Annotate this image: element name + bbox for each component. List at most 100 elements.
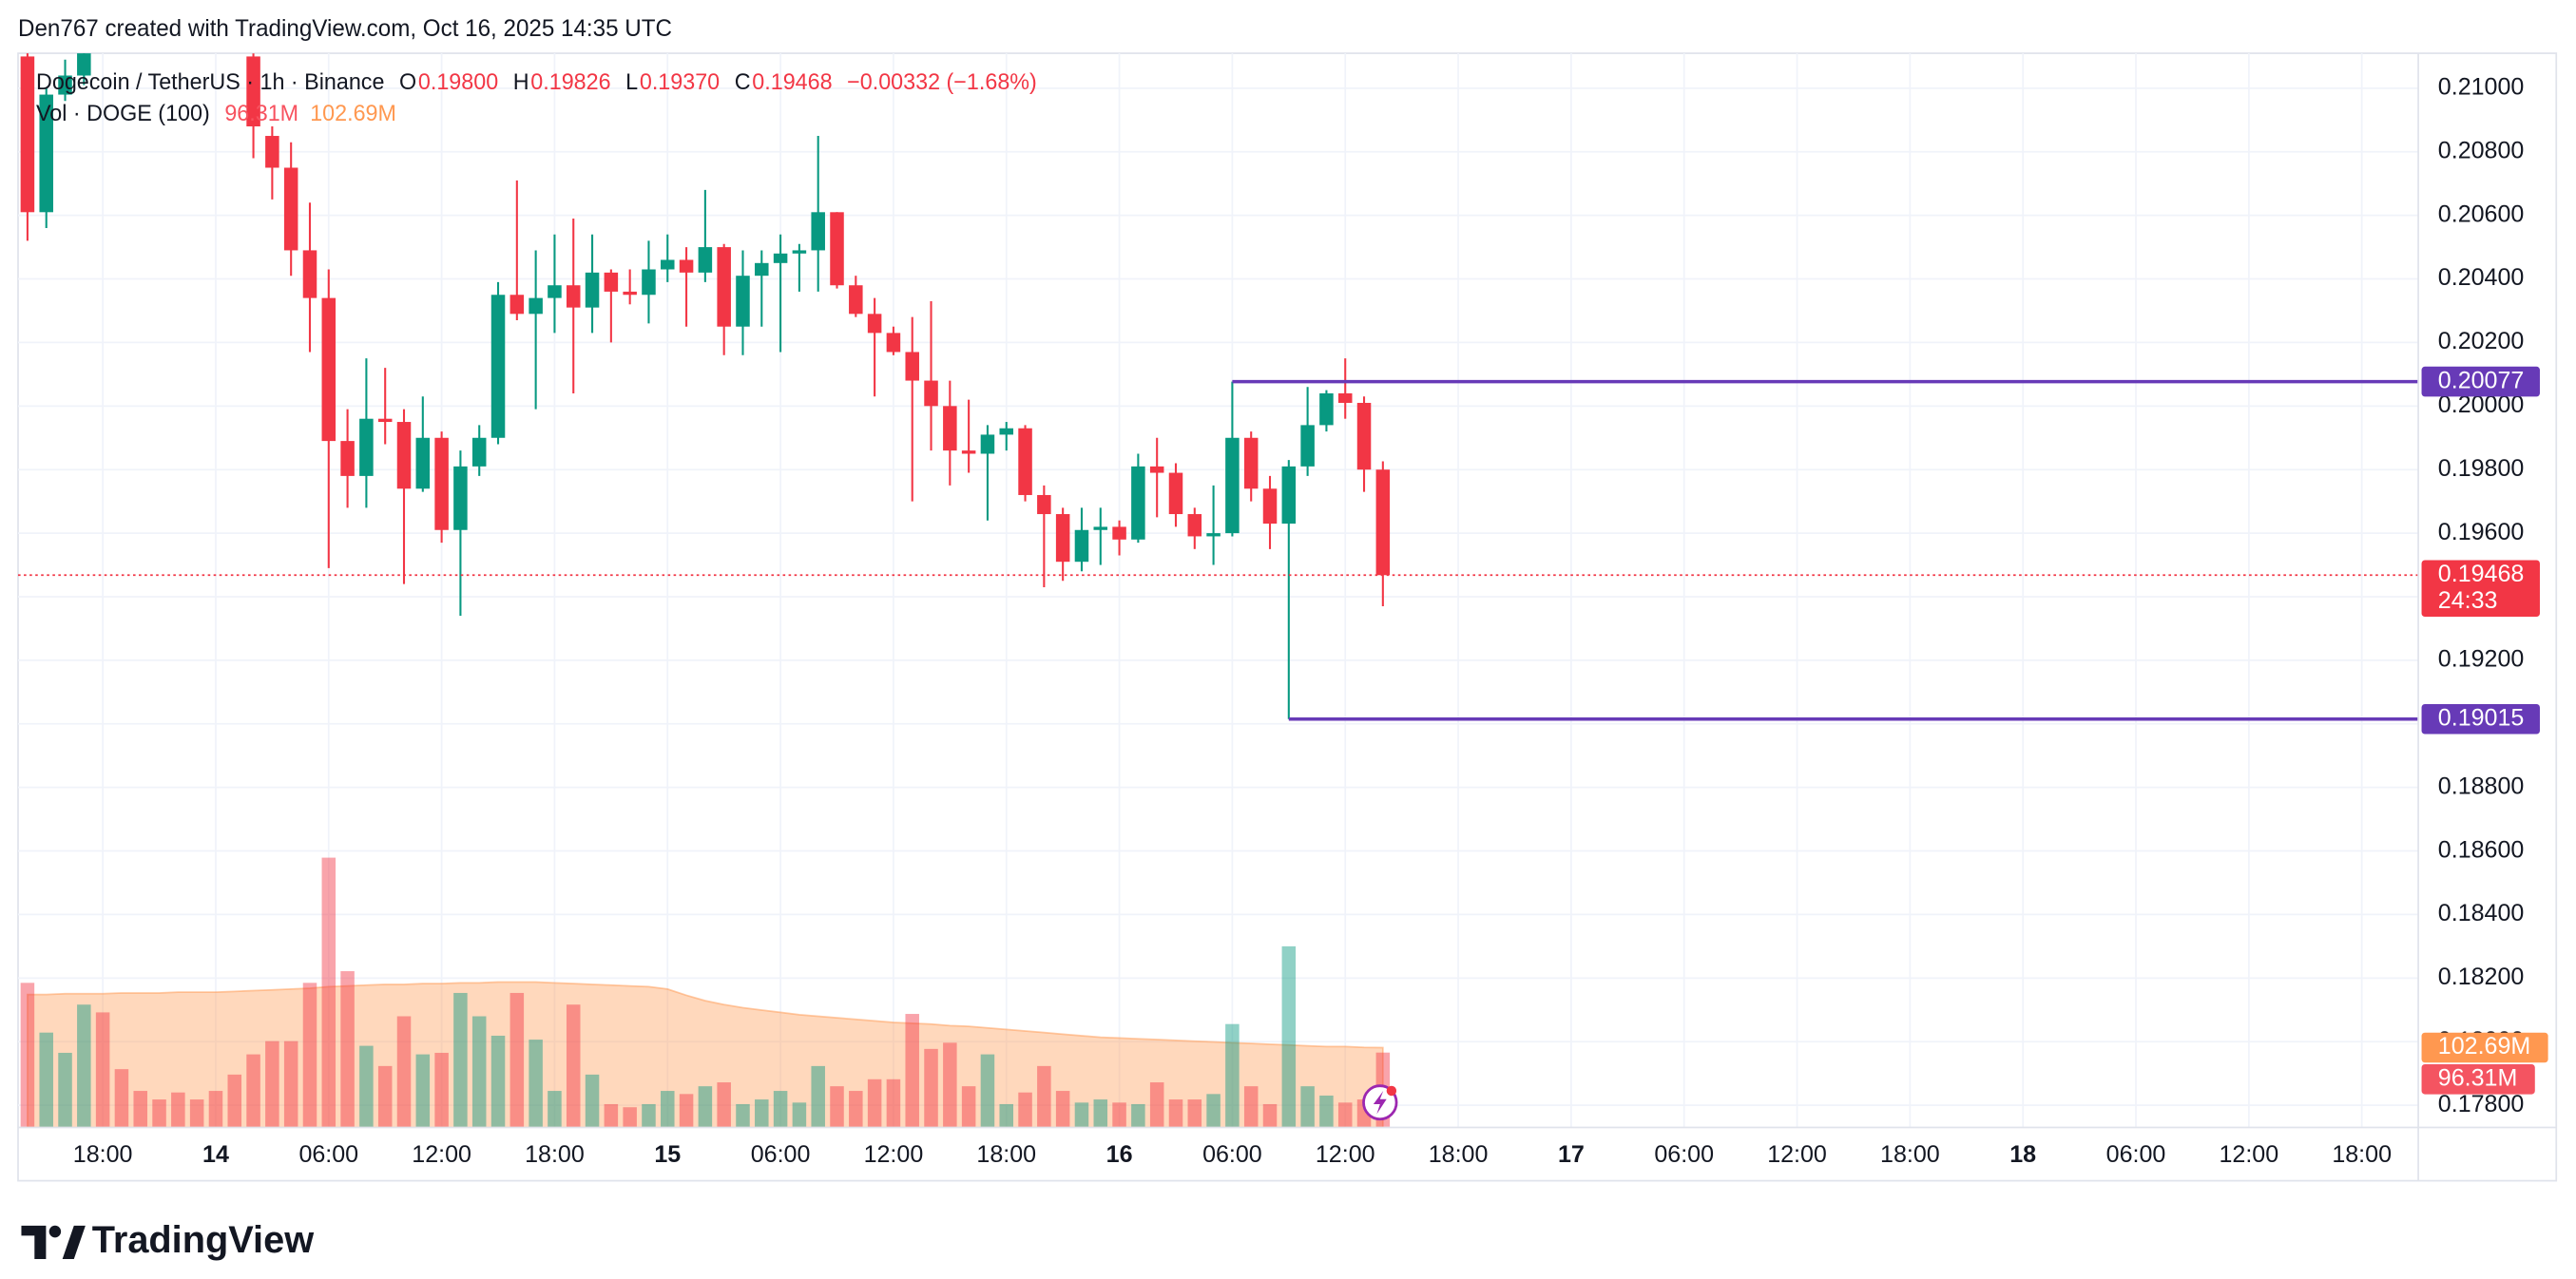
- y-tick-label: 0.20800: [2438, 137, 2525, 163]
- candle-body: [698, 247, 713, 273]
- candle-body: [434, 437, 449, 530]
- candle-body: [471, 437, 487, 467]
- x-tick-label: 18:00: [1880, 1141, 1940, 1168]
- candle-body: [39, 94, 53, 213]
- volume-bar: [1206, 1094, 1221, 1128]
- candle-body: [529, 297, 543, 315]
- level-price-label: 0.19015: [2438, 704, 2525, 731]
- candle-body: [1225, 437, 1240, 534]
- legend-volume-ma: 102.69M: [310, 101, 396, 125]
- candle-body: [792, 250, 807, 254]
- x-tick-label: 06:00: [751, 1141, 811, 1168]
- volume-bar: [95, 1012, 110, 1128]
- volume-bar: [434, 1052, 449, 1128]
- legend-title: Dogecoin / TetherUS · 1h · Binance: [36, 69, 384, 94]
- plot-area: [18, 53, 2419, 1128]
- volume-bar: [77, 1004, 91, 1128]
- candle-body: [1037, 494, 1051, 515]
- candle-body: [830, 212, 844, 286]
- candle-body: [1300, 425, 1315, 467]
- volume-bar: [1093, 1099, 1108, 1128]
- candle-body: [999, 428, 1014, 435]
- candle-body: [811, 212, 825, 251]
- x-tick-label: 18:00: [1429, 1141, 1489, 1168]
- x-tick-label: 16: [1106, 1141, 1133, 1168]
- legend-value: 0.19468: [752, 69, 832, 94]
- candle-body: [679, 259, 694, 273]
- x-tick-label: 06:00: [298, 1141, 358, 1168]
- candle-body: [548, 285, 562, 298]
- candle-body: [415, 437, 431, 489]
- candle-body: [77, 53, 91, 76]
- candle-body: [623, 291, 637, 296]
- x-tick-label: 17: [1558, 1141, 1585, 1168]
- y-tick-label: 0.18800: [2438, 773, 2525, 799]
- candle-body: [490, 295, 506, 438]
- candle-body: [1187, 514, 1202, 537]
- x-tick-label: 18:00: [525, 1141, 585, 1168]
- y-tick-label: 0.18200: [2438, 964, 2525, 990]
- volume-bar: [943, 1042, 957, 1128]
- volume-bar: [585, 1074, 600, 1128]
- candle-body: [265, 136, 279, 168]
- candle-body: [585, 272, 600, 308]
- volume-ma-area: [27, 981, 1384, 1128]
- candle-body: [20, 56, 35, 213]
- candle-body: [1243, 437, 1259, 489]
- volume-bar: [1187, 1099, 1202, 1128]
- last-price-box: [2421, 560, 2540, 618]
- candle-body: [867, 314, 882, 334]
- volume-bar: [679, 1094, 694, 1128]
- candle-body: [1356, 402, 1372, 470]
- level-price-label: 0.20077: [2438, 367, 2525, 393]
- candle-body: [961, 450, 976, 454]
- candle-body: [509, 295, 525, 315]
- volume-bar: [1037, 1065, 1051, 1128]
- y-tick-label: 0.18400: [2438, 900, 2525, 926]
- candle-body: [1262, 488, 1278, 525]
- candle-body: [604, 272, 619, 292]
- candle-body: [849, 285, 863, 315]
- volume-bar: [755, 1099, 769, 1128]
- candle-body: [302, 250, 317, 298]
- alert-icon: [1362, 1084, 1398, 1121]
- volume-bar: [1281, 945, 1297, 1128]
- x-tick-label: 18:00: [976, 1141, 1036, 1168]
- volume-bar: [980, 1054, 995, 1128]
- countdown-label: 24:33: [2438, 587, 2498, 614]
- volume-bar: [642, 1103, 656, 1128]
- volume-bar: [924, 1048, 938, 1128]
- volume-box: [2421, 1064, 2535, 1095]
- volume-bar: [1018, 1092, 1032, 1128]
- candle-body: [886, 333, 901, 353]
- volume-bar: [548, 1091, 562, 1128]
- volume-bar: [773, 1091, 788, 1128]
- legend-key: L: [625, 69, 638, 94]
- volume-bar: [1131, 1103, 1145, 1128]
- volume-bar: [1168, 1099, 1183, 1128]
- y-tick-label: 0.20200: [2438, 328, 2525, 354]
- candle-body: [566, 285, 581, 308]
- volume-bar: [736, 1103, 750, 1128]
- legend-value: 0.19826: [530, 69, 610, 94]
- candle-body: [1131, 466, 1145, 540]
- x-tick-label: 12:00: [412, 1141, 471, 1168]
- volume-bar: [961, 1086, 976, 1128]
- volume-bar: [1149, 1082, 1164, 1128]
- volume-bar: [509, 992, 525, 1128]
- volume-bar: [566, 1004, 581, 1128]
- candle-body: [58, 75, 72, 95]
- legend-change: −0.00332 (−1.68%): [847, 69, 1037, 94]
- candle-body: [1206, 533, 1221, 537]
- legend-key: O: [399, 69, 416, 94]
- candle-body: [321, 297, 336, 442]
- volume-bar: [171, 1092, 185, 1128]
- volume-bar: [20, 983, 35, 1128]
- legend-value: 0.19800: [418, 69, 498, 94]
- volume-bar: [1225, 1023, 1240, 1128]
- candle-body: [1074, 529, 1089, 563]
- candle-body: [1149, 466, 1164, 473]
- candle-body: [453, 466, 468, 530]
- candle-body: [661, 259, 675, 270]
